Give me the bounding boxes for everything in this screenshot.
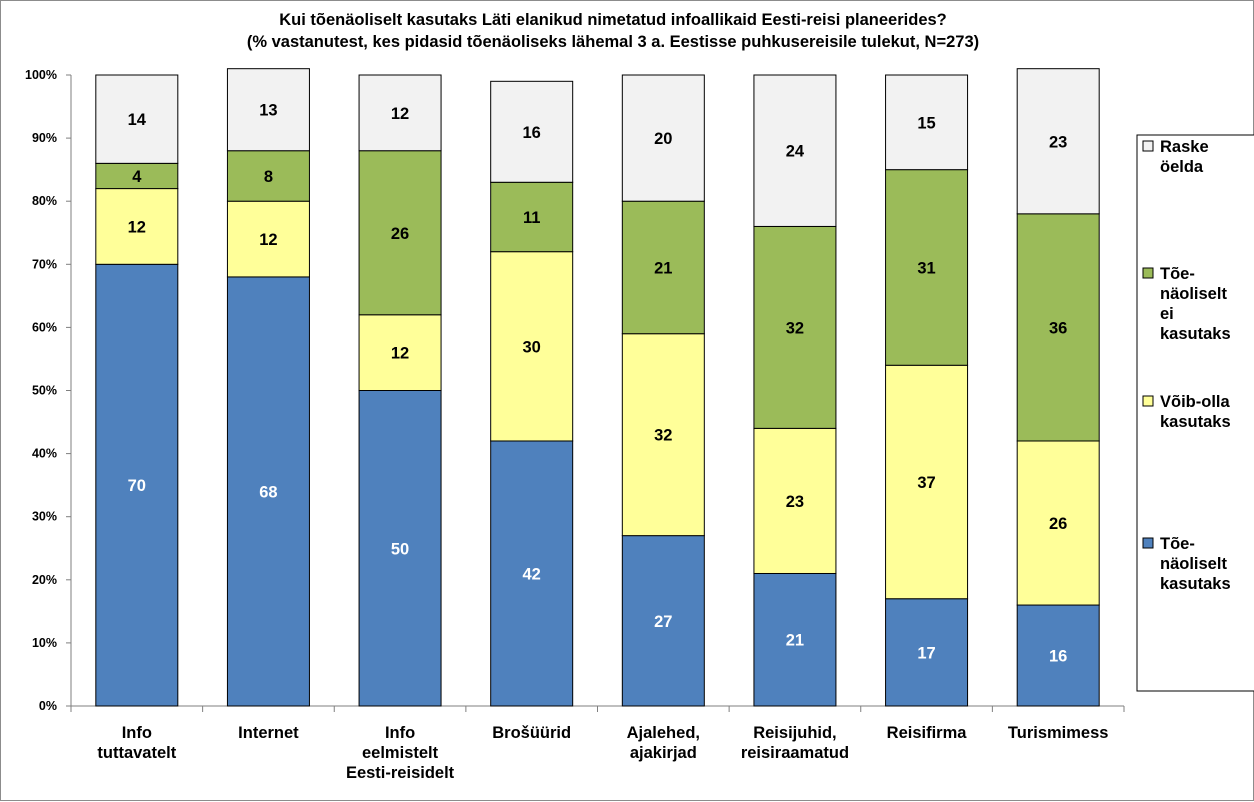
data-label: 27 [654,613,672,631]
bar-segment [226,276,310,707]
x-category-label: Info eelmistelt Eesti-reisidelt [346,724,455,782]
data-label: 4 [132,168,142,186]
y-tick-label: 40% [32,447,57,461]
data-label: 15 [917,114,935,132]
data-label: 21 [786,632,804,650]
data-label: 12 [259,231,277,249]
bar-segment [621,333,705,537]
bar-segment [1016,440,1100,606]
data-label: 37 [917,474,935,492]
legend: Raske öelda Tõe-näoliselt ei kasutaks Võib-ol… [1136,134,1254,692]
legend-label: Võib-olla kasutaks [1160,393,1231,431]
bar-segment [1016,68,1100,215]
data-label: 8 [264,168,273,186]
x-category-label: Brošüürid [492,724,571,742]
bar-segment [490,80,574,183]
legend-swatch [1142,537,1154,549]
x-category-label: Internet [238,724,299,742]
legend-swatch [1142,267,1154,279]
bar-segment [885,598,969,707]
x-category-label: Reisifirma [887,724,968,742]
data-label: 23 [786,493,804,511]
bar-segment [490,251,574,442]
bar-segment [621,535,705,707]
bar-segment [1016,604,1100,707]
bar-segment [753,572,837,707]
data-label: 32 [786,319,804,337]
bar-segment [753,225,837,429]
data-label: 12 [391,345,409,363]
bar-segment [95,263,179,707]
data-label: 14 [128,111,147,129]
data-label: 26 [1049,515,1067,533]
bar-segment [358,314,442,391]
bar-segment [621,200,705,335]
data-label: 12 [391,105,409,123]
x-category-label: Turismimess [1008,724,1109,742]
bar-segment [490,440,574,707]
bar-segment [358,150,442,316]
data-label: 24 [786,143,805,161]
y-tick-label: 70% [32,257,57,271]
data-label: 12 [128,218,146,236]
chart-title: Kui tõenäoliselt kasutaks Läti elanikud … [279,11,947,29]
y-tick-label: 30% [32,510,57,524]
data-label: 42 [523,565,541,583]
data-label: 32 [654,427,672,445]
data-label: 70 [128,477,146,495]
y-tick-label: 50% [32,384,57,398]
data-label: 17 [917,644,935,662]
bar-segment [358,74,442,152]
data-label: 31 [917,259,935,277]
chart-subtitle: (% vastanutest, kes pidasid tõenäoliseks… [247,33,979,51]
data-label: 20 [654,130,672,148]
x-category-label: Ajalehed, ajakirjad [627,724,700,762]
y-tick-label: 100% [25,68,57,82]
bar-segment [753,427,837,574]
bars: 70 12 4 14 68 12 8 13 50 12 26 12 42 30 11 16 27 32 21 20 21… [95,68,1100,707]
data-label: 23 [1049,133,1067,151]
bar-segment [95,74,179,164]
data-label: 16 [523,124,541,142]
data-label: 16 [1049,648,1067,666]
legend-label: Raske öelda [1160,138,1209,176]
data-label: 30 [523,338,541,356]
bar-segment [226,68,310,152]
y-tick-label: 80% [32,194,57,208]
data-label: 13 [259,102,277,120]
legend-swatch [1142,395,1154,407]
data-label: 36 [1049,319,1067,337]
data-label: 50 [391,540,409,558]
bar-segment [753,74,837,227]
x-category-label: Info tuttavatelt [97,724,176,762]
legend-swatch [1142,140,1154,152]
data-label: 11 [523,209,540,227]
y-tick-label: 0% [39,699,57,713]
bar-segment [621,74,705,202]
y-tick-label: 60% [32,320,57,334]
y-tick-label: 20% [32,573,57,587]
bar-segment [358,390,442,707]
y-tick-label: 10% [32,636,57,650]
bar-segment [490,181,574,253]
x-category-label: Reisijuhid, reisiraamatud [741,724,849,762]
data-label: 68 [259,483,277,501]
legend-label: Tõe-näoliselt ei kasutaks [1160,265,1231,343]
data-label: 21 [654,259,672,277]
y-tick-label: 90% [32,131,57,145]
bar-segment [885,74,969,171]
data-label: 26 [391,225,409,243]
bar-segment [885,169,969,366]
legend-label: Tõe-näoliselt kasutaks [1160,535,1231,593]
legend-box [1136,134,1254,692]
